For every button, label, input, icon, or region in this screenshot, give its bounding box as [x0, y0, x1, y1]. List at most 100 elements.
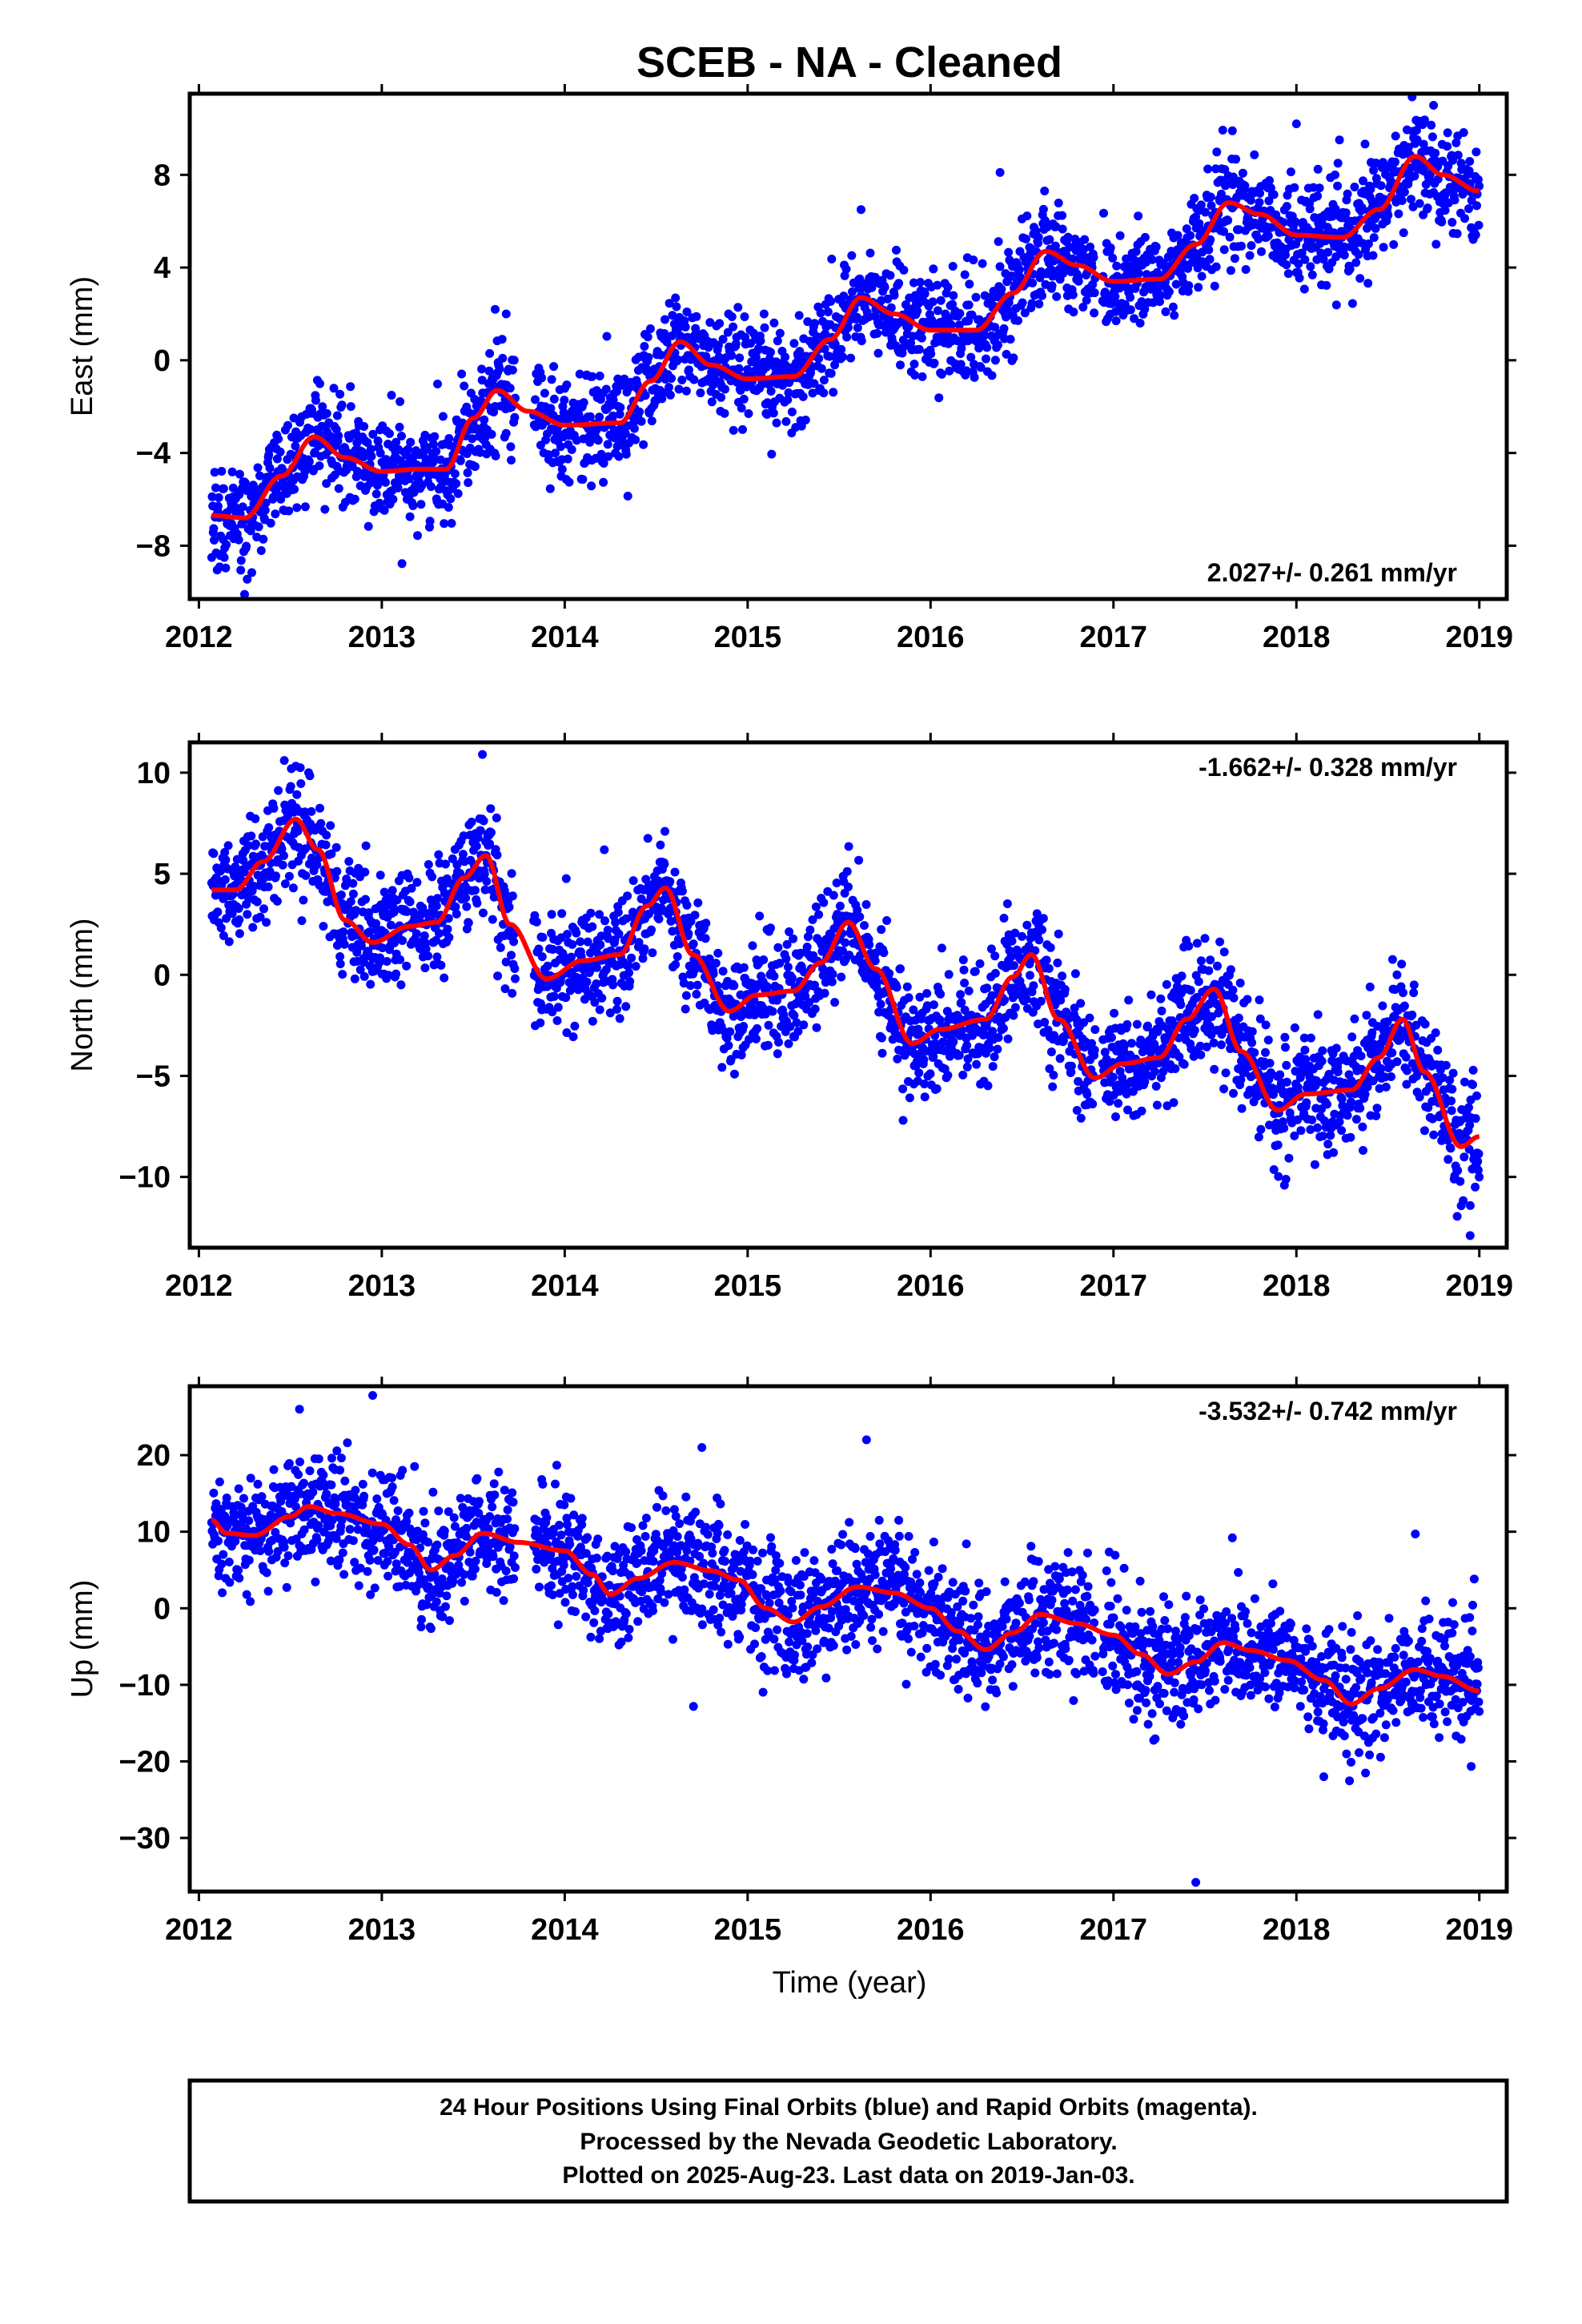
north-data-point — [1018, 931, 1026, 941]
north-data-point — [402, 961, 412, 971]
east-data-point — [1347, 299, 1357, 308]
east-data-point — [955, 308, 965, 318]
east-data-point — [1474, 220, 1484, 230]
east-data-point — [385, 429, 394, 438]
north-data-point — [773, 943, 783, 952]
north-data-point — [509, 937, 519, 947]
east-data-point — [363, 438, 372, 448]
north-data-point — [1219, 947, 1229, 957]
north-data-point — [827, 977, 837, 987]
north-data-point — [1447, 1084, 1457, 1094]
east-data-point — [1363, 279, 1373, 288]
north-data-point — [424, 951, 433, 961]
east-data-point — [1054, 199, 1063, 207]
east-data-point — [540, 388, 549, 398]
north-data-point — [1114, 1099, 1123, 1108]
east-data-point — [444, 434, 454, 443]
east-data-point — [930, 358, 939, 368]
north-data-point — [885, 969, 894, 979]
north-data-point — [1460, 1152, 1469, 1162]
north-data-point — [877, 1033, 886, 1043]
east-data-point — [810, 319, 819, 328]
north-data-point — [1090, 1045, 1099, 1055]
north-data-point — [994, 1033, 1003, 1042]
east-data-point — [350, 494, 359, 504]
east-data-point — [588, 372, 597, 381]
north-data-point — [572, 928, 581, 938]
east-data-point — [236, 565, 246, 575]
east-data-point — [737, 404, 746, 413]
north-data-point — [493, 971, 503, 981]
east-data-point — [413, 531, 422, 541]
north-data-point — [661, 826, 669, 836]
east-data-point — [1038, 291, 1046, 300]
north-data-point — [389, 907, 399, 917]
east-data-point — [674, 384, 684, 394]
east-data-point — [826, 296, 836, 306]
east-data-point — [367, 452, 376, 461]
north-data-point — [1007, 936, 1017, 946]
east-data-point — [456, 456, 465, 465]
north-data-point — [1446, 1144, 1456, 1153]
north-data-point — [1313, 1123, 1323, 1132]
north-data-point — [1376, 1063, 1386, 1073]
north-data-point — [665, 877, 675, 887]
east-data-point — [819, 388, 829, 398]
north-data-point — [1420, 1019, 1430, 1029]
north-data-point — [713, 948, 723, 958]
north-data-point — [398, 936, 408, 945]
east-data-point — [329, 384, 339, 393]
east-data-point — [665, 390, 675, 400]
east-data-point — [1090, 308, 1099, 318]
east-data-point — [781, 352, 790, 362]
east-data-point — [1110, 292, 1120, 301]
east-data-point — [433, 380, 442, 388]
east-data-point — [266, 518, 275, 528]
east-data-point — [1186, 231, 1195, 240]
east-data-point — [760, 323, 769, 332]
north-data-point — [428, 872, 437, 882]
north-data-point — [943, 1071, 953, 1080]
east-data-point — [801, 416, 810, 424]
north-data-point — [621, 1002, 631, 1011]
east-data-point — [1126, 305, 1135, 315]
east-data-point — [1379, 243, 1388, 252]
north-data-point — [1108, 1072, 1118, 1082]
east-data-point — [209, 524, 219, 533]
north-data-point — [280, 879, 290, 889]
north-data-point — [737, 1050, 746, 1059]
east-data-point — [733, 303, 743, 312]
north-data-point — [1022, 995, 1031, 1004]
north-data-point — [1399, 1001, 1409, 1011]
north-data-point — [1351, 1115, 1361, 1124]
east-data-point — [315, 379, 324, 388]
east-data-point — [949, 291, 958, 300]
north-data-point — [830, 998, 840, 1007]
north-data-point — [534, 944, 544, 954]
north-data-point — [739, 1022, 749, 1031]
east-data-point — [563, 454, 572, 464]
north-data-point — [1090, 1025, 1100, 1035]
east-data-point — [681, 386, 691, 396]
north-data-point — [990, 1052, 999, 1062]
north-data-point — [643, 834, 652, 843]
east-data-point — [495, 364, 504, 374]
north-data-point — [1049, 1071, 1058, 1080]
north-data-point — [588, 1016, 597, 1026]
north-data-point — [391, 969, 401, 979]
north-data-point — [854, 855, 864, 865]
north-data-point — [288, 883, 298, 893]
east-data-point — [537, 373, 547, 383]
north-data-point — [879, 948, 889, 958]
east-data-point — [1350, 183, 1359, 191]
east-data-point — [497, 335, 507, 344]
east-data-point — [236, 556, 246, 565]
north-data-point — [844, 842, 853, 851]
north-data-point — [1234, 1013, 1243, 1023]
east-data-point — [692, 312, 701, 321]
north-data-point — [1296, 1126, 1306, 1136]
east-data-point — [892, 245, 901, 255]
east-data-point — [484, 366, 494, 376]
east-data-point — [371, 489, 381, 499]
east-data-point — [242, 541, 251, 551]
